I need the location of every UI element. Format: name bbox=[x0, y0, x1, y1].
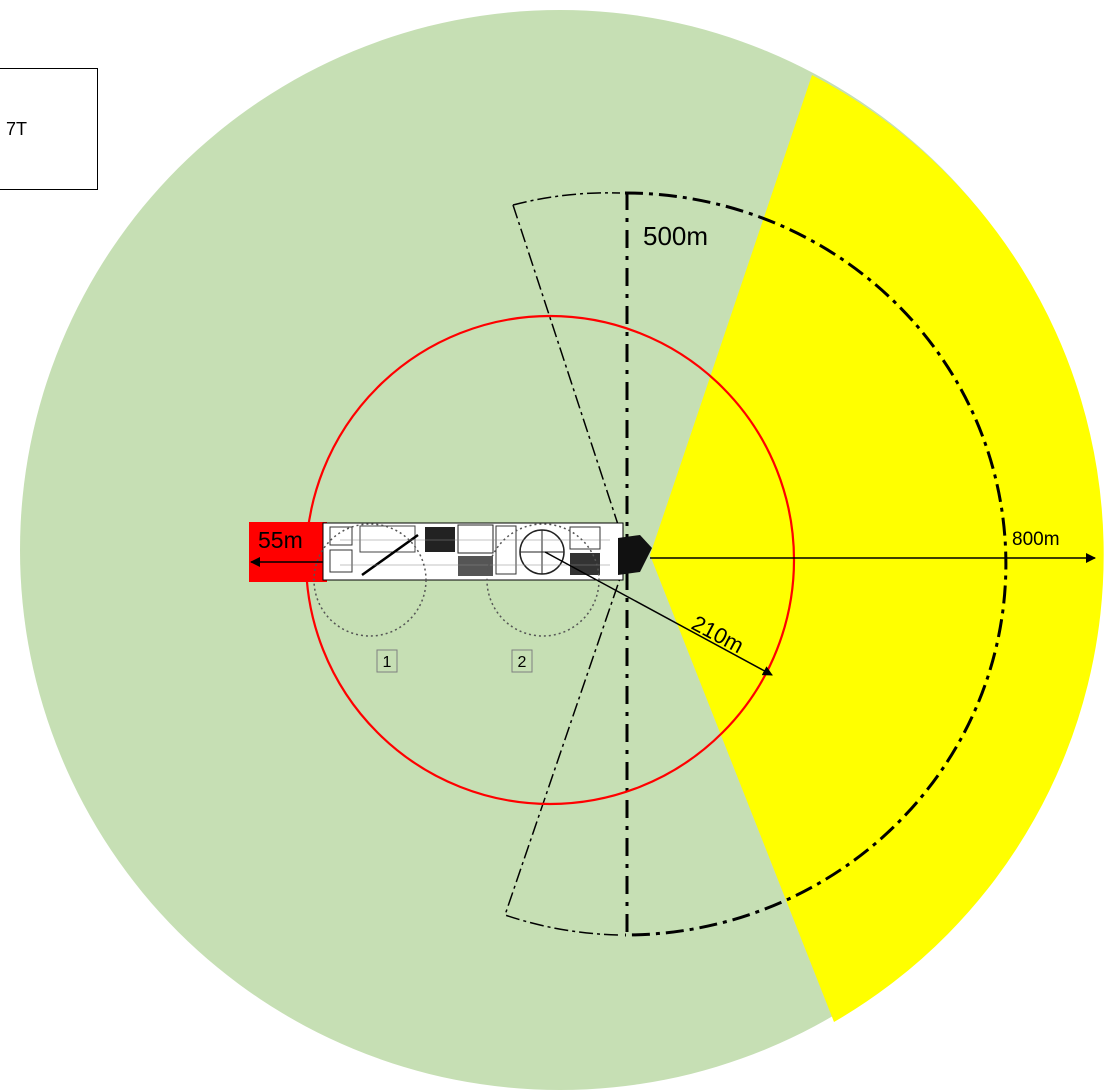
bow-icon bbox=[618, 535, 652, 575]
red-55m-sector bbox=[249, 522, 327, 582]
dashdot-sector-outline bbox=[504, 192, 629, 936]
legend-box-label: 7T bbox=[6, 119, 28, 139]
cargo-2-label: 2 bbox=[518, 654, 527, 671]
crane-2-reach bbox=[486, 523, 600, 637]
vessel-deck-plan bbox=[322, 522, 624, 581]
yellow-sector bbox=[650, 75, 1104, 1022]
arrow-210m bbox=[544, 551, 773, 676]
crane-1-reach bbox=[313, 523, 427, 637]
label-500m: 500m bbox=[643, 221, 708, 251]
legend-box bbox=[0, 68, 98, 190]
dashdot-500m-arc bbox=[624, 191, 1008, 937]
cargo-2-box bbox=[511, 649, 533, 673]
red-210m-circle bbox=[304, 314, 796, 806]
label-800m: 800m bbox=[1012, 529, 1060, 550]
label-55m: 55m bbox=[258, 527, 303, 553]
cargo-1-box bbox=[376, 649, 398, 673]
cargo-1-label: 1 bbox=[383, 654, 392, 671]
